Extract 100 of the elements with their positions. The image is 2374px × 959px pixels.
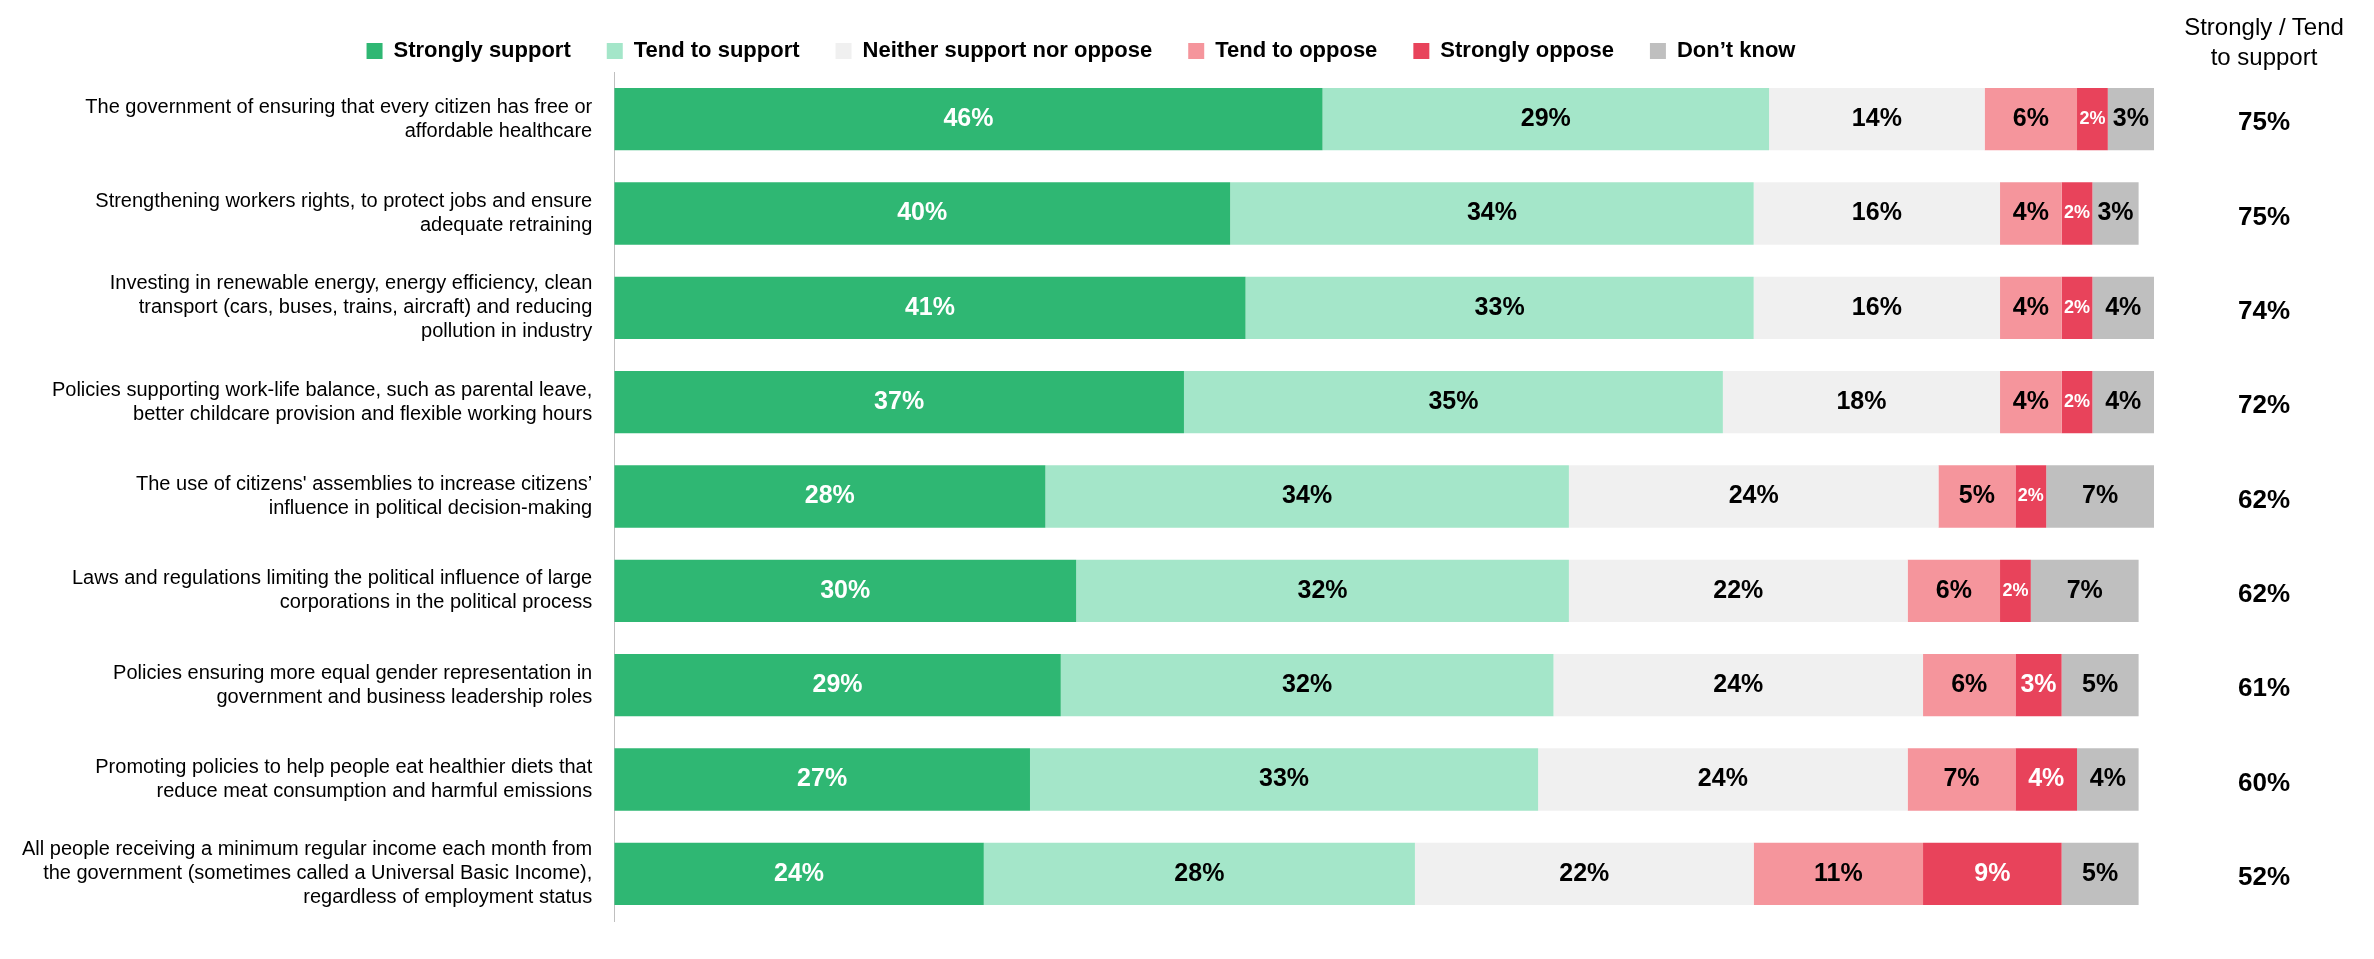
data-label: 2%: [2079, 108, 2106, 129]
legend-label: Strongly support: [393, 37, 572, 63]
data-label: 3%: [2112, 103, 2149, 132]
data-label: 41%: [904, 291, 955, 320]
data-label: 22%: [1559, 857, 1610, 886]
text: Strongly / Tend to support: [2184, 12, 2344, 70]
data-label: 16%: [1851, 197, 1902, 226]
data-label: 18%: [1836, 386, 1887, 415]
bar: [1045, 465, 1569, 528]
y-tick-label: Strengthening workers rights, to protect jobs and ensure adequate retraining: [95, 189, 593, 236]
data-label: 6%: [1951, 669, 1988, 698]
bar: [2015, 748, 2078, 811]
data-label: 29%: [812, 669, 863, 698]
bar: [1753, 842, 1924, 905]
bar: [2000, 276, 2062, 339]
data-label: 28%: [1174, 857, 1225, 886]
text: 62%: [2237, 578, 2291, 609]
y-tick-label: Investing in renewable energy, energy efficiency, clean transport (cars, buses, trains, aircraft) and reducing pollution in industry: [109, 271, 593, 342]
bar: [2061, 842, 2139, 905]
data-label: 24%: [774, 857, 825, 886]
data-label: 16%: [1851, 291, 1902, 320]
data-label: 5%: [2082, 857, 2119, 886]
bar: [1538, 748, 1908, 811]
bar: [1568, 559, 1908, 622]
data-label: 4%: [2105, 386, 2142, 415]
bar: [614, 559, 1077, 622]
bar: [1183, 371, 1723, 434]
y-tick-label: Promoting policies to help people eat healthier diets that reduce meat consumption and harmful emissions: [95, 755, 593, 802]
bar: [1923, 842, 2062, 905]
legend-label: Strongly oppose: [1440, 37, 1614, 63]
data-label: 22%: [1713, 574, 1764, 603]
text: 74%: [2237, 295, 2291, 326]
bar: [2061, 654, 2139, 717]
bar: [1753, 276, 2001, 339]
bar: [614, 371, 1184, 434]
data-label: 33%: [1474, 291, 1525, 320]
data-label: 32%: [1297, 574, 1348, 603]
data-label: 2%: [2064, 296, 2091, 317]
data-label: 33%: [1259, 763, 1310, 792]
data-label: 5%: [2082, 669, 2119, 698]
bar: [2015, 465, 2047, 528]
data-label: 7%: [1943, 763, 1980, 792]
bar: [614, 276, 1246, 339]
bar: [614, 748, 1030, 811]
bar: [1753, 182, 2001, 245]
bar: [1568, 465, 1939, 528]
text: 52%: [2237, 861, 2291, 892]
text: 72%: [2237, 389, 2291, 420]
bar: [1907, 559, 2001, 622]
y-tick-label: Laws and regulations limiting the political influence of large corporations in the political process: [71, 566, 593, 613]
bar: [1984, 88, 2078, 151]
data-label: 4%: [2089, 763, 2126, 792]
data-label: 32%: [1282, 669, 1333, 698]
bar: [1076, 559, 1569, 622]
bar: [1553, 654, 1924, 717]
y-tick-label: Policies ensuring more equal gender representation in government and business leadership roles: [113, 660, 593, 707]
data-label: 24%: [1728, 480, 1779, 509]
data-label: 14%: [1851, 103, 1902, 132]
bar: [614, 88, 1323, 151]
data-label: 4%: [2012, 291, 2049, 320]
bar: [2000, 182, 2062, 245]
bar: [1769, 88, 1985, 151]
bar: [1907, 748, 2016, 811]
legend-label: Neither support nor oppose: [862, 37, 1153, 63]
y-tick-label: The use of citizens' assemblies to increase citizens’ influence in political decision-making: [136, 472, 593, 519]
bar: [1322, 88, 1770, 151]
bar: [2077, 748, 2139, 811]
data-label: 2%: [2002, 579, 2029, 600]
legend-label: Tend to oppose: [1215, 37, 1378, 63]
data-label: 37%: [874, 386, 925, 415]
data-label: 30%: [820, 574, 871, 603]
data-label: 6%: [2012, 103, 2049, 132]
bar: [1029, 748, 1539, 811]
data-label: 4%: [2105, 291, 2142, 320]
text: 60%: [2237, 766, 2291, 797]
bar: [1414, 842, 1754, 905]
bar: [1245, 276, 1754, 339]
bar: [2000, 371, 2062, 434]
bar: [2092, 371, 2154, 434]
data-label: 4%: [2012, 386, 2049, 415]
data-label: 5%: [1958, 480, 1995, 509]
text: 75%: [2237, 106, 2291, 137]
data-label: 4%: [2028, 763, 2065, 792]
text: 62%: [2237, 483, 2291, 514]
data-label: 46%: [943, 103, 994, 132]
data-label: 2%: [2017, 485, 2044, 506]
data-label: 35%: [1428, 386, 1479, 415]
data-label: 34%: [1466, 197, 1517, 226]
data-label: 28%: [804, 480, 855, 509]
bar: [1722, 371, 2001, 434]
data-label: 29%: [1520, 103, 1571, 132]
data-label: 40%: [897, 197, 948, 226]
text: 75%: [2237, 200, 2291, 231]
bar: [1230, 182, 1754, 245]
data-label: 7%: [2066, 574, 2103, 603]
data-label: 2%: [2064, 202, 2091, 223]
text: 61%: [2237, 672, 2291, 703]
data-label: 34%: [1282, 480, 1333, 509]
bar: [614, 182, 1231, 245]
y-tick-label: The government of ensuring that every citizen has free or affordable healthcare: [85, 94, 593, 141]
